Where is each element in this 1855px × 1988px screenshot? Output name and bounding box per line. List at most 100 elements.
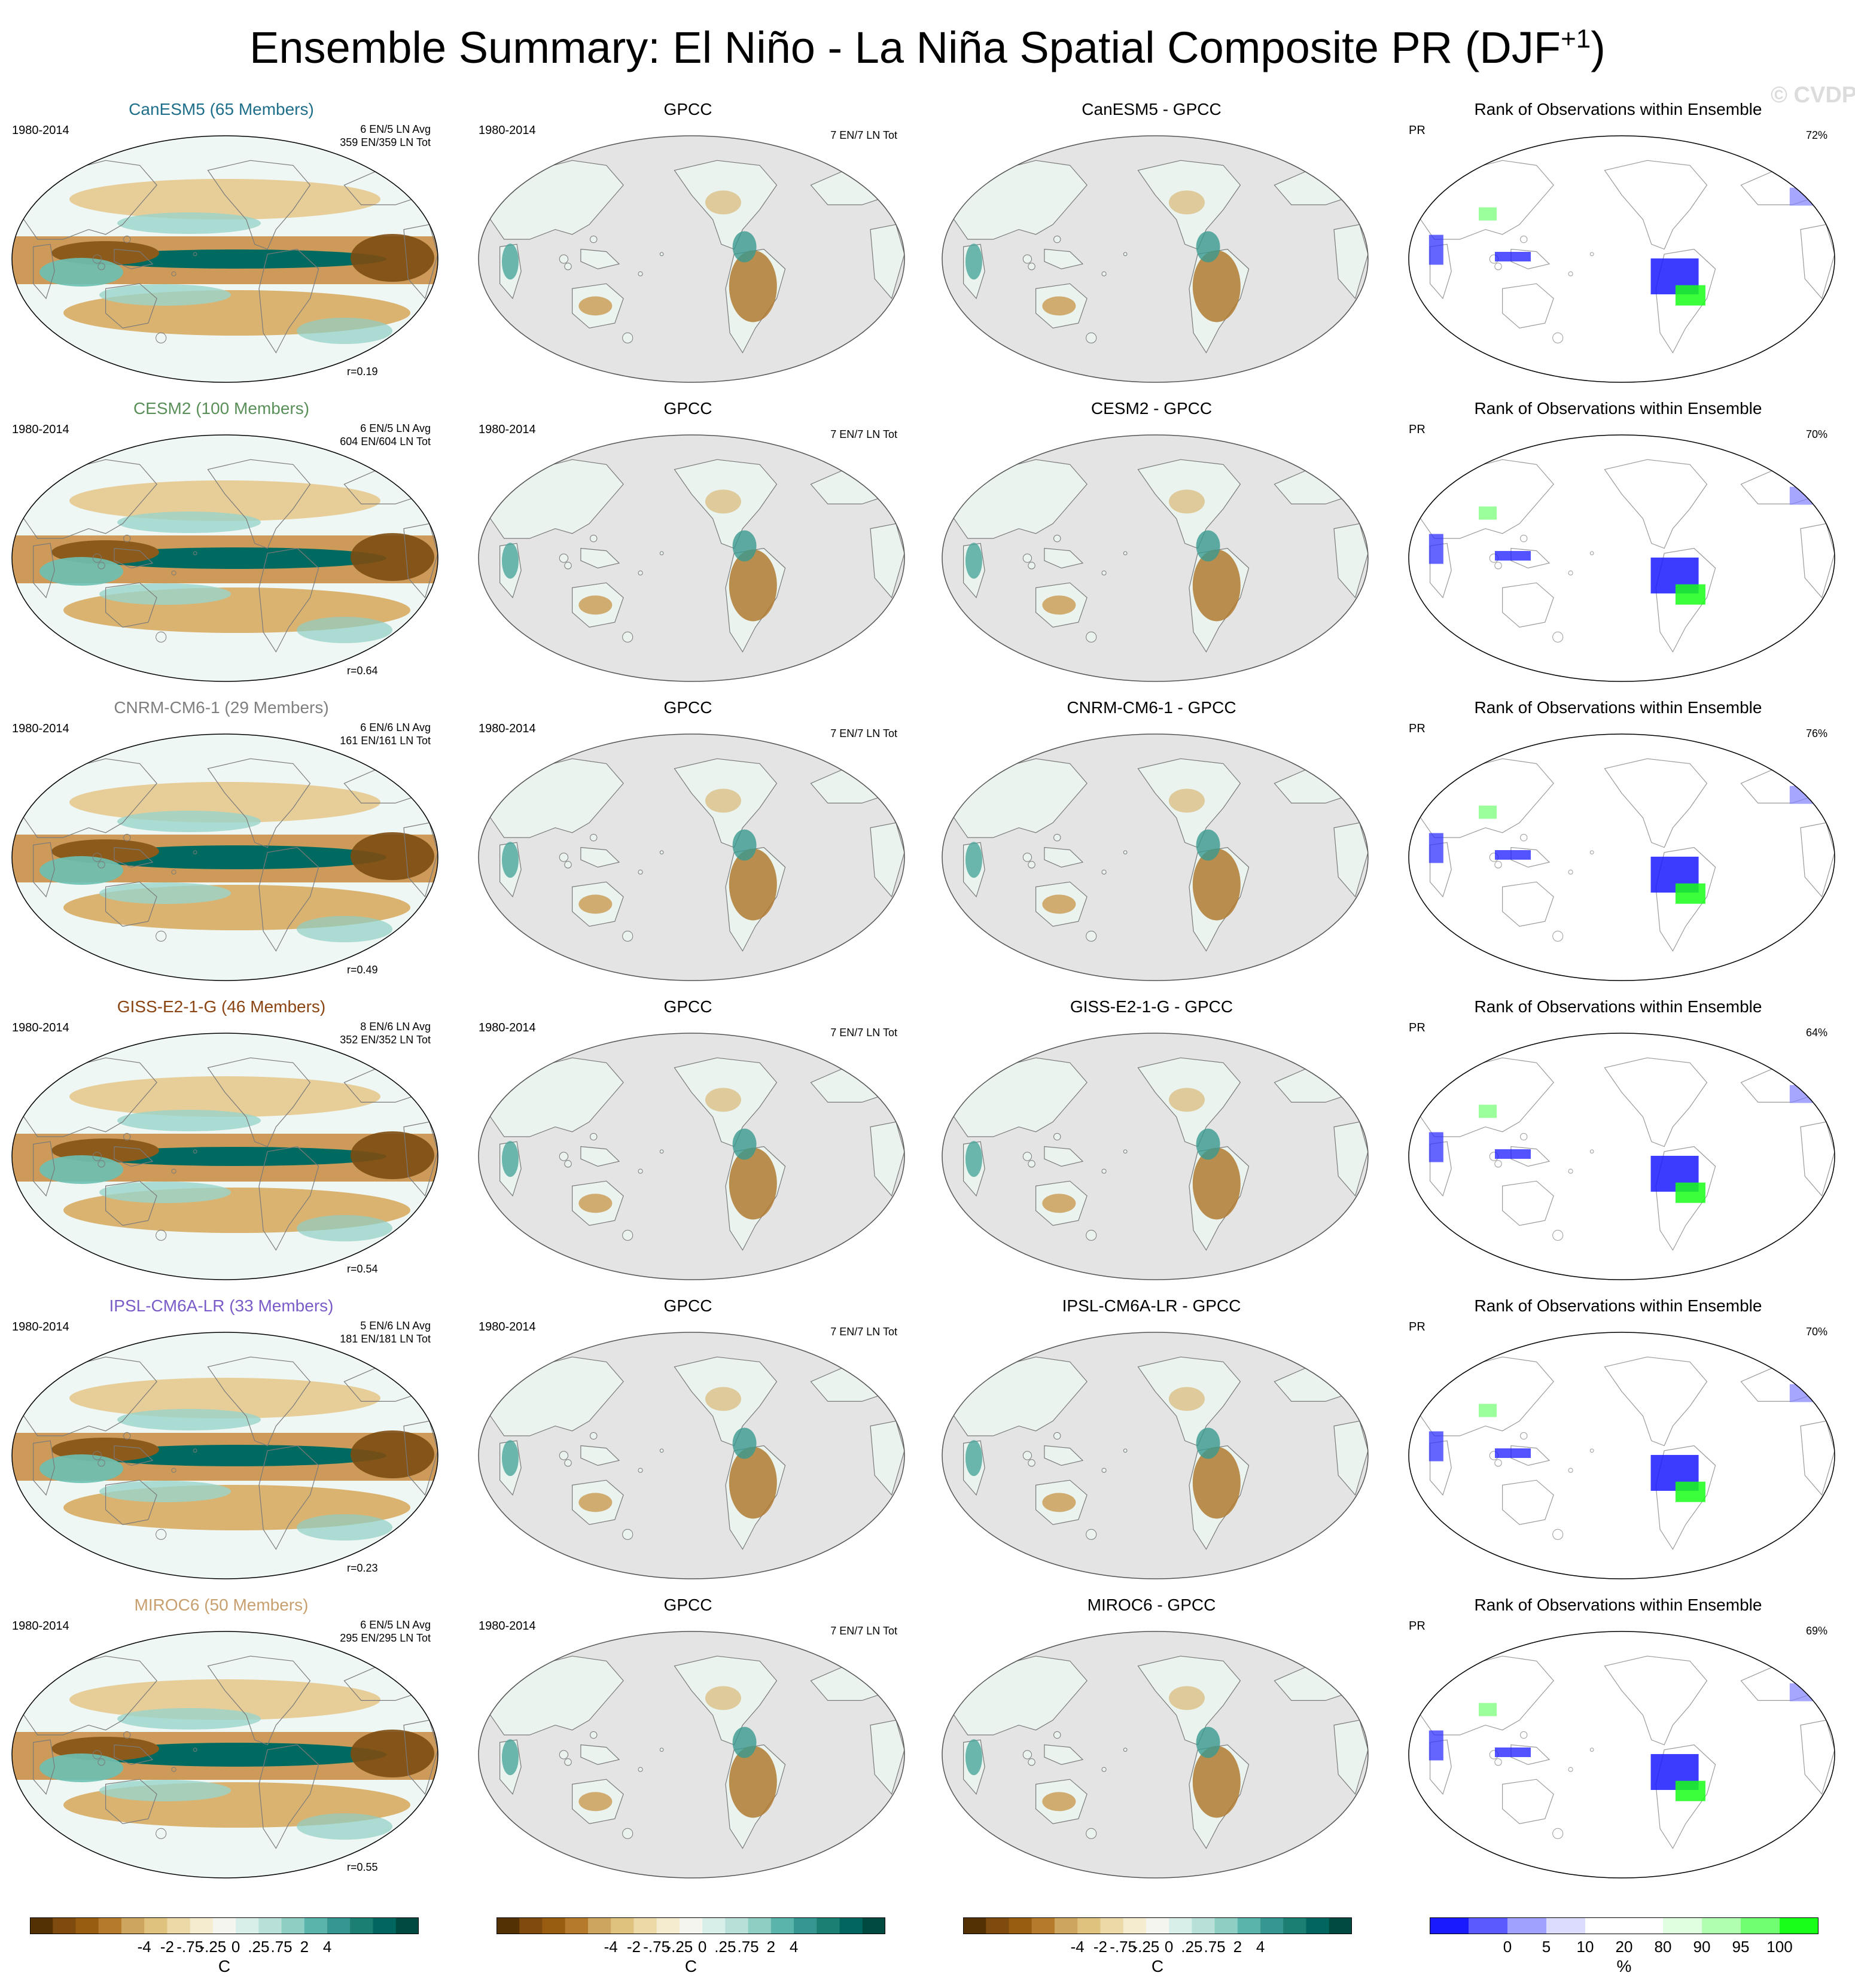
colorbar-tick-label: 4 — [1256, 1938, 1265, 1956]
colorbar-tick-label: 4 — [322, 1938, 332, 1956]
pattern-correlation: r=0.49 — [347, 964, 378, 976]
colorbar-swatch — [770, 1917, 794, 1934]
event-count: 6 EN/5 LN Avg 359 EN/359 LN Tot — [340, 123, 431, 149]
rank-map — [1408, 733, 1835, 981]
colorbar-swatch — [1702, 1917, 1741, 1934]
colorbar-swatch — [395, 1917, 419, 1934]
model-panel-5: MIROC6 (50 Members) 1980-2014 6 EN/5 LN Av… — [0, 1594, 443, 1882]
rank-percent: 69% — [1805, 1625, 1827, 1637]
panel-title: Rank of Observations within Ensemble — [1474, 1296, 1762, 1315]
panel-title: CESM2 (100 Members) — [133, 399, 310, 418]
event-avg: 5 EN/6 LN Avg — [360, 1320, 431, 1332]
obs-composite-map — [478, 135, 905, 383]
colorbar-swatch — [1329, 1917, 1352, 1934]
colorbar-swatch — [1507, 1917, 1547, 1934]
diff-panel-1: CESM2 - GPCC — [930, 398, 1373, 685]
event-avg: 6 EN/5 LN Avg — [360, 123, 431, 135]
difference-map — [942, 434, 1369, 682]
colorbar-swatch — [1430, 1917, 1469, 1934]
colorbar-swatch — [258, 1917, 282, 1934]
colorbar-swatch — [327, 1917, 351, 1934]
panel-title: GPCC — [663, 997, 712, 1016]
colorbar-swatch — [1031, 1917, 1055, 1934]
colorbar-swatch — [1054, 1917, 1078, 1934]
obs-composite-map — [478, 1033, 905, 1280]
colorbar-tick-label: 80 — [1654, 1938, 1672, 1956]
model-panel-4: IPSL-CM6A-LR (33 Members) 1980-2014 5 EN/6… — [0, 1295, 443, 1582]
model-composite-map — [11, 434, 438, 682]
colorbar-swatch — [1214, 1917, 1238, 1934]
colorbar-swatch — [986, 1917, 1009, 1934]
event-total: 295 EN/295 LN Tot — [340, 1632, 431, 1644]
colorbar-tick-label: -.75 — [643, 1938, 671, 1956]
figure-title: Ensemble Summary: El Niño - La Niña Spat… — [249, 23, 1606, 72]
rank-map — [1408, 1033, 1835, 1280]
colorbar-unit: % — [1616, 1957, 1632, 1975]
colorbar-swatch — [30, 1917, 53, 1934]
colorbar-swatch — [1077, 1917, 1101, 1934]
colorbar-strip — [1430, 1917, 1819, 1934]
obs-panel-1: GPCC 1980-2014 7 EN/7 LN Tot — [467, 398, 909, 685]
model-panel-3: GISS-E2-1-G (46 Members) 1980-2014 8 EN/6 … — [0, 996, 443, 1283]
colorbar-2: -4 -2 -.75 -.25 0 .25.75 2 4 C — [963, 1917, 1352, 1983]
difference-map — [942, 1631, 1369, 1879]
colorbar-tick-label: -4 — [604, 1938, 618, 1956]
colorbar-swatch — [1100, 1917, 1124, 1934]
colorbar-tick-label: 0 — [697, 1938, 707, 1956]
panel-title: CNRM-CM6-1 (29 Members) — [114, 698, 329, 717]
colorbar-tick-label: 90 — [1693, 1938, 1711, 1956]
variable-label: PR — [1409, 124, 1425, 137]
colorbar-swatch — [1741, 1917, 1780, 1934]
pattern-correlation: r=0.23 — [347, 1562, 378, 1574]
colorbar-3: 0 5 10 20 80 90 95 100% — [1430, 1917, 1819, 1983]
event-total: 604 EN/604 LN Tot — [340, 436, 431, 447]
panel-title: IPSL-CM6A-LR - GPCC — [1062, 1296, 1241, 1315]
period-label: 1980-2014 — [12, 423, 69, 436]
colorbar-strip — [30, 1917, 419, 1934]
colorbar-swatch — [281, 1917, 305, 1934]
rank-percent: 72% — [1805, 129, 1827, 141]
colorbar-swatch — [1624, 1917, 1664, 1934]
event-avg: 6 EN/5 LN Avg — [360, 422, 431, 434]
event-count: 6 EN/6 LN Avg 161 EN/161 LN Tot — [340, 721, 431, 747]
obs-panel-0: GPCC 1980-2014 7 EN/7 LN Tot — [467, 99, 909, 386]
panel-title: GPCC — [663, 399, 712, 418]
colorbar-swatch — [1192, 1917, 1216, 1934]
variable-label: PR — [1409, 1320, 1425, 1334]
rank-map — [1408, 1332, 1835, 1579]
event-avg: 6 EN/5 LN Avg — [360, 1619, 431, 1631]
colorbar-tick-label: 2 — [300, 1938, 309, 1956]
panel-title: Rank of Observations within Ensemble — [1474, 698, 1762, 717]
colorbar-swatch — [1237, 1917, 1261, 1934]
model-panel-2: CNRM-CM6-1 (29 Members) 1980-2014 6 EN/6 L… — [0, 697, 443, 984]
model-composite-map — [11, 1332, 438, 1579]
rank-panel-1: Rank of Observations within Ensemble PR 70… — [1397, 398, 1839, 685]
colorbar-swatch — [519, 1917, 543, 1934]
colorbar-swatch — [725, 1917, 749, 1934]
colorbar-tick-label: .75 — [1204, 1938, 1226, 1956]
colorbar-swatch — [1306, 1917, 1330, 1934]
colorbar-swatch — [963, 1917, 986, 1934]
panel-title: CanESM5 - GPCC — [1082, 100, 1222, 118]
period-label: 1980-2014 — [12, 1320, 69, 1334]
panel-title: CESM2 - GPCC — [1091, 399, 1213, 418]
diff-panel-3: GISS-E2-1-G - GPCC — [930, 996, 1373, 1283]
colorbar-tick-label: 20 — [1615, 1938, 1633, 1956]
event-count: 8 EN/6 LN Avg 352 EN/352 LN Tot — [340, 1020, 431, 1046]
rank-map — [1408, 434, 1835, 682]
obs-composite-map — [478, 1332, 905, 1579]
period-label: 1980-2014 — [479, 1619, 536, 1633]
colorbar-swatch — [1169, 1917, 1192, 1934]
model-composite-map — [11, 733, 438, 981]
colorbar-swatch — [497, 1917, 520, 1934]
obs-panel-3: GPCC 1980-2014 7 EN/7 LN Tot — [467, 996, 909, 1283]
colorbar-unit: C — [1151, 1957, 1164, 1975]
event-count: 6 EN/5 LN Avg 604 EN/604 LN Tot — [340, 422, 431, 448]
colorbar-swatch — [144, 1917, 167, 1934]
colorbar-swatch — [794, 1917, 817, 1934]
colorbar-swatch — [542, 1917, 566, 1934]
panel-title: GPCC — [663, 1596, 712, 1614]
colorbar-swatch — [167, 1917, 191, 1934]
pattern-correlation: r=0.55 — [347, 1861, 378, 1873]
watermark: © CVDP-LE — [1771, 83, 1855, 108]
